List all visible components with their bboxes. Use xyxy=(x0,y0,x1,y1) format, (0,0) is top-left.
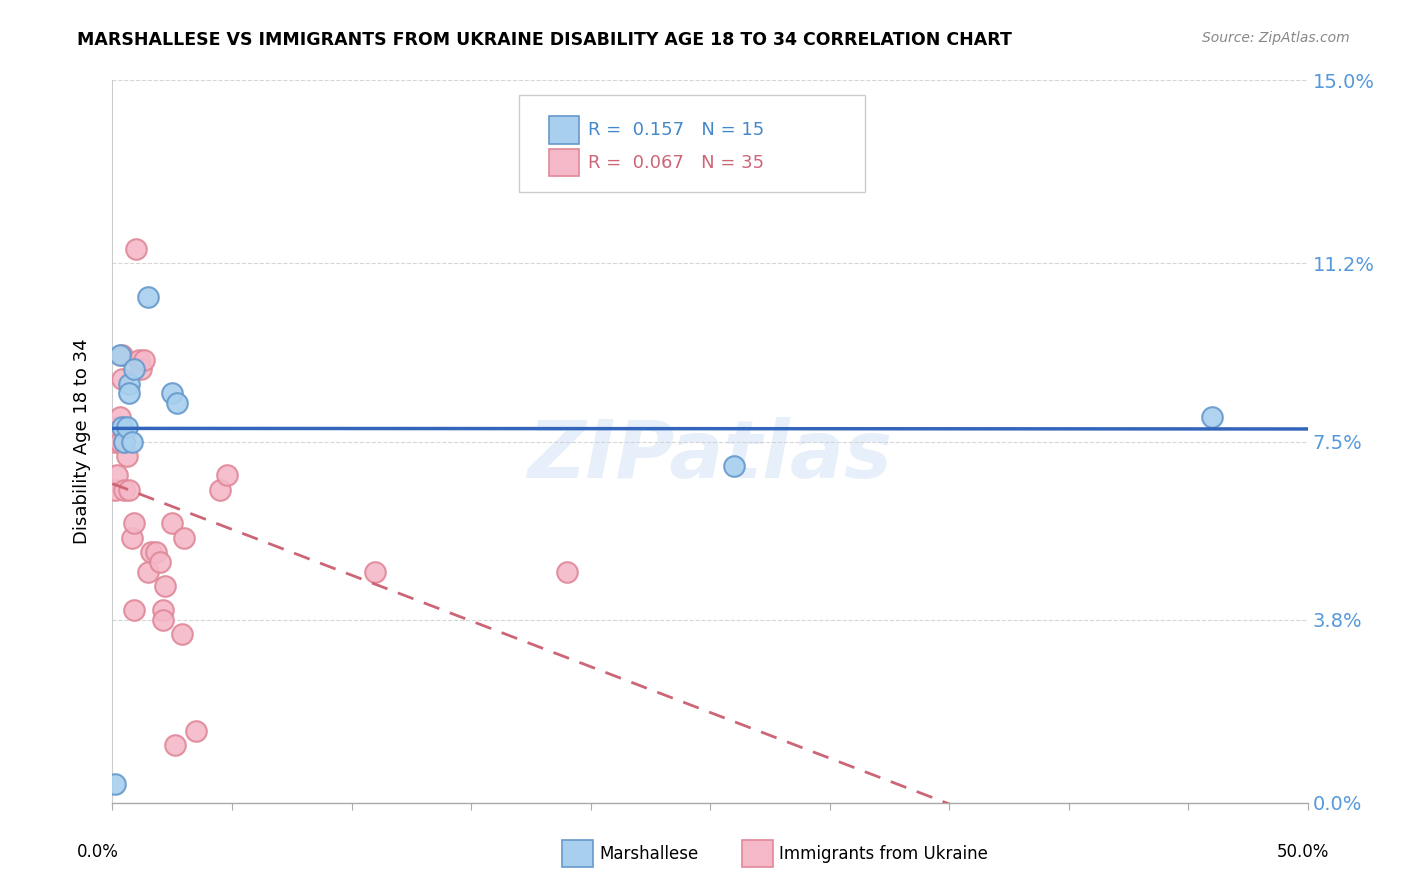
Text: Immigrants from Ukraine: Immigrants from Ukraine xyxy=(779,845,988,863)
Text: Marshallese: Marshallese xyxy=(599,845,699,863)
Point xyxy=(115,420,138,434)
Bar xyxy=(548,149,579,177)
Bar xyxy=(548,116,579,144)
Point xyxy=(152,603,174,617)
Y-axis label: Disability Age 18 to 34: Disability Age 18 to 34 xyxy=(73,339,91,544)
Point xyxy=(118,376,141,391)
Point xyxy=(162,516,183,531)
Point xyxy=(149,555,172,569)
Point xyxy=(104,483,127,497)
Point xyxy=(1201,410,1223,425)
Point xyxy=(132,352,155,367)
Point xyxy=(122,362,145,376)
Point xyxy=(166,396,188,410)
Point xyxy=(138,290,160,304)
Point xyxy=(128,352,150,367)
Point xyxy=(129,362,152,376)
Point xyxy=(122,516,145,531)
Point xyxy=(152,613,174,627)
Point xyxy=(105,468,128,483)
Point xyxy=(114,434,135,449)
Text: Source: ZipAtlas.com: Source: ZipAtlas.com xyxy=(1202,31,1350,45)
Point xyxy=(114,483,135,497)
Point xyxy=(108,434,131,449)
Point xyxy=(170,627,193,641)
Point xyxy=(723,458,745,473)
Point xyxy=(122,603,145,617)
Point xyxy=(114,434,135,449)
Text: R =  0.067   N = 35: R = 0.067 N = 35 xyxy=(588,153,765,171)
Point xyxy=(118,386,141,401)
Point xyxy=(108,348,131,362)
Point xyxy=(121,434,143,449)
Text: R =  0.157   N = 15: R = 0.157 N = 15 xyxy=(588,121,765,139)
Text: ZIPatlas: ZIPatlas xyxy=(527,417,893,495)
Point xyxy=(209,483,232,497)
Point xyxy=(118,483,141,497)
Point xyxy=(163,738,186,752)
Point xyxy=(111,420,134,434)
Point xyxy=(111,348,134,362)
Point xyxy=(105,420,128,434)
Point xyxy=(108,410,131,425)
FancyBboxPatch shape xyxy=(519,95,866,193)
Point xyxy=(173,531,195,545)
Point xyxy=(162,386,183,401)
Point xyxy=(364,565,387,579)
Point xyxy=(555,565,578,579)
Point xyxy=(186,723,208,738)
Text: 50.0%: 50.0% xyxy=(1277,843,1329,861)
Point xyxy=(121,531,143,545)
Point xyxy=(125,242,148,256)
Point xyxy=(115,449,138,463)
Point xyxy=(153,579,176,593)
Point xyxy=(145,545,167,559)
Text: MARSHALLESE VS IMMIGRANTS FROM UKRAINE DISABILITY AGE 18 TO 34 CORRELATION CHART: MARSHALLESE VS IMMIGRANTS FROM UKRAINE D… xyxy=(77,31,1012,49)
Point xyxy=(104,434,127,449)
Point xyxy=(111,372,134,386)
Point xyxy=(217,468,239,483)
Point xyxy=(104,776,127,790)
Point xyxy=(139,545,162,559)
Point xyxy=(138,565,160,579)
Text: 0.0%: 0.0% xyxy=(77,843,120,861)
